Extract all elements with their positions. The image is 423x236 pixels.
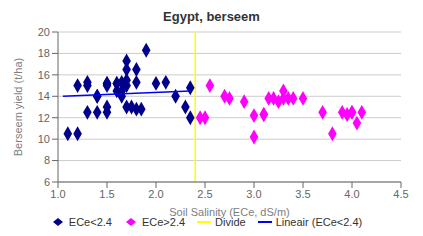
svg-text:3.0: 3.0 [246,188,261,200]
svg-text:2.0: 2.0 [148,188,163,200]
svg-text:14: 14 [38,90,50,102]
svg-text:Berseem yield (t/ha): Berseem yield (t/ha) [12,58,24,156]
svg-text:Soil Salinity (ECe, dS/m): Soil Salinity (ECe, dS/m) [169,206,289,218]
html-text:Divide: Divide [215,216,246,228]
svg-text:18: 18 [38,47,50,59]
svg-text:6: 6 [44,176,50,188]
html-text:ECe<2.4: ECe<2.4 [68,216,112,228]
html-text:Lineair (ECe<2.4): Lineair (ECe<2.4) [275,216,363,228]
svg-text:20: 20 [38,26,50,38]
svg-text:16: 16 [38,69,50,81]
svg-text:2.5: 2.5 [197,188,212,200]
svg-text:1.0: 1.0 [50,188,65,200]
html-text:ECe>2.4: ECe>2.4 [141,216,186,228]
svg-text:1.5: 1.5 [99,188,114,200]
svg-text:4.0: 4.0 [344,188,359,200]
svg-text:3.5: 3.5 [295,188,310,200]
svg-text:10: 10 [38,133,50,145]
svg-text:8: 8 [44,154,50,166]
svg-text:4.5: 4.5 [393,188,408,200]
svg-text:12: 12 [38,112,50,124]
html-text:Egypt, berseem: Egypt, berseem [163,9,260,24]
